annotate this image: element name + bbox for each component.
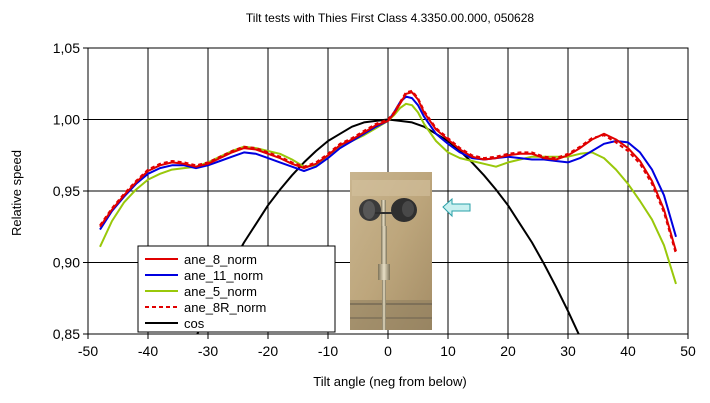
y-tick-label: 0,95 <box>53 183 80 199</box>
x-tick-label: 30 <box>560 343 576 359</box>
pointer-arrow-icon <box>442 197 471 218</box>
legend-label-cos: cos <box>184 316 205 331</box>
series-layer <box>99 89 677 334</box>
x-tick-label: -10 <box>318 343 338 359</box>
y-tick-label: 0,85 <box>53 326 80 342</box>
x-tick-label: -50 <box>78 343 98 359</box>
x-tick-label: -20 <box>258 343 278 359</box>
legend-label-ane_8R_norm: ane_8R_norm <box>184 300 266 315</box>
x-tick-label: 10 <box>440 343 456 359</box>
x-tick-label: 50 <box>680 343 696 359</box>
anemometer-photo <box>350 172 432 330</box>
legend-label-ane_11_norm: ane_11_norm <box>184 268 263 283</box>
legend-label-ane_8_norm: ane_8_norm <box>184 252 257 267</box>
y-tick-label: 1,05 <box>53 40 80 56</box>
x-tick-label: -30 <box>198 343 218 359</box>
x-axis-ticks: -50 -40 -30 -20 -10 0 10 20 30 40 50 <box>78 334 696 359</box>
series-line-ane_8R_norm <box>99 89 677 255</box>
y-axis-title: Relative speed <box>9 150 24 236</box>
x-tick-label: -40 <box>138 343 158 359</box>
legend-label-ane_5_norm: ane_5_norm <box>184 284 257 299</box>
chart-title: Tilt tests with Thies First Class 4.3350… <box>246 11 534 25</box>
x-tick-label: 0 <box>384 343 392 359</box>
y-tick-label: 1,00 <box>53 112 80 128</box>
x-tick-label: 20 <box>500 343 516 359</box>
legend: ane_8_normane_11_normane_5_normane_8R_no… <box>137 245 336 333</box>
y-axis-ticks: 0,85 0,90 0,95 1,00 1,05 <box>53 40 88 342</box>
x-axis-title: Tilt angle (neg from below) <box>313 374 466 389</box>
x-tick-label: 40 <box>620 343 636 359</box>
y-tick-label: 0,90 <box>53 255 80 271</box>
